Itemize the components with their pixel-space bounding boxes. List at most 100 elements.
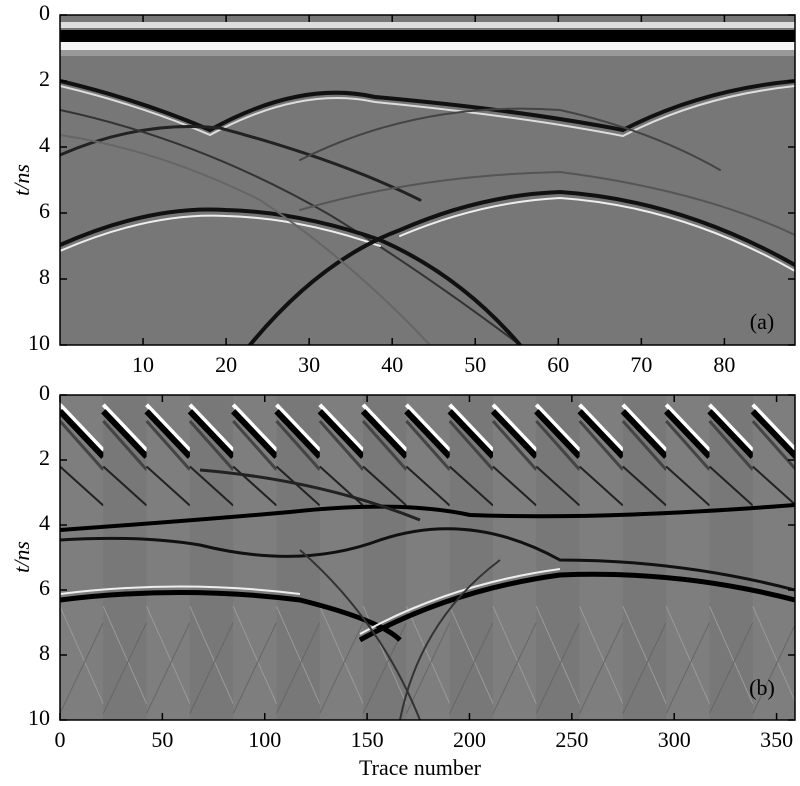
stripe — [231, 409, 279, 459]
stripe — [318, 420, 365, 471]
stripe — [752, 623, 795, 714]
stripe — [60, 465, 104, 507]
stripe — [405, 465, 451, 507]
stripe — [709, 622, 754, 714]
x-tick-label: 40 — [381, 352, 403, 377]
y-tick-label: 2 — [39, 445, 50, 470]
reflection — [199, 468, 421, 522]
trace-block — [60, 395, 106, 720]
stripe — [189, 465, 234, 507]
stripe — [621, 403, 668, 452]
panel-label: (a) — [750, 309, 774, 334]
trace-block — [187, 395, 236, 720]
x-tick-label: 80 — [713, 352, 735, 377]
trace-block — [577, 395, 626, 720]
stripe — [535, 420, 581, 471]
stripe — [274, 409, 322, 459]
stripe — [622, 465, 667, 507]
x-tick-label: 350 — [760, 727, 793, 752]
stripe — [102, 606, 148, 704]
stripe — [405, 420, 451, 471]
stripe — [708, 465, 754, 507]
stripe — [189, 606, 234, 704]
y-tick-label: 4 — [39, 510, 50, 535]
stripe — [145, 465, 191, 507]
stripe — [664, 409, 712, 459]
stripe — [60, 403, 105, 452]
y-tick-label: 6 — [39, 198, 50, 223]
stripe — [750, 409, 795, 459]
stripe — [752, 606, 795, 703]
x-tick-label: 300 — [658, 727, 691, 752]
y-tick-label: 10 — [28, 330, 50, 355]
y-tick-label: 10 — [28, 705, 50, 730]
y-tick-label: 6 — [39, 575, 50, 600]
stripe — [621, 420, 668, 471]
stripe — [491, 420, 538, 471]
stripe — [60, 420, 105, 471]
stripe — [492, 622, 537, 714]
x-tick-label: 200 — [453, 727, 486, 752]
stripe — [102, 420, 148, 471]
stripe — [579, 606, 624, 704]
stripe — [448, 420, 495, 471]
trace-block — [404, 395, 452, 720]
stripe — [578, 465, 624, 507]
y-tick-label: 0 — [39, 0, 50, 25]
trace-block — [144, 395, 193, 720]
background — [60, 15, 795, 345]
stripe — [319, 606, 364, 704]
stripe — [60, 622, 104, 714]
x-tick-label: 60 — [547, 352, 569, 377]
y-tick-label: 4 — [39, 132, 50, 157]
stripe — [318, 403, 365, 452]
stripe — [579, 622, 624, 714]
stripe — [708, 403, 755, 452]
stripe — [405, 622, 451, 714]
x-tick-label: 100 — [248, 727, 281, 752]
plot-frame — [59, 394, 796, 721]
trace-block — [231, 395, 279, 720]
stripe — [188, 403, 235, 452]
trace-block — [447, 395, 496, 720]
trace-block — [620, 395, 669, 720]
band — [60, 42, 795, 50]
trace-block — [360, 395, 409, 720]
stripe — [319, 622, 364, 714]
stripe — [276, 606, 321, 704]
stripe — [60, 606, 104, 704]
band — [60, 50, 795, 56]
x-tick-label: 150 — [351, 727, 384, 752]
reflection — [358, 571, 795, 643]
stripe — [578, 420, 625, 471]
stripe — [232, 606, 277, 704]
stripe — [60, 409, 106, 459]
stripe — [665, 465, 711, 507]
reflection — [60, 527, 795, 592]
reflection — [399, 559, 501, 720]
panel-label: (b) — [749, 675, 775, 700]
trace-block — [707, 395, 755, 720]
stripe — [232, 622, 277, 714]
y-tick-label: 0 — [39, 380, 50, 405]
x-tick-label: 50 — [464, 352, 486, 377]
reflection — [299, 549, 421, 720]
stripe — [275, 420, 321, 471]
stripe — [275, 403, 322, 452]
reflection — [60, 585, 301, 595]
stripe — [405, 606, 451, 704]
stripe — [708, 420, 754, 471]
x-tick-label: 250 — [555, 727, 588, 752]
stripe — [535, 606, 581, 704]
stripe — [707, 409, 755, 459]
radargram-a — [60, 15, 795, 345]
y-tick-label: 8 — [39, 640, 50, 665]
stripe — [404, 409, 452, 459]
stripe — [144, 409, 193, 459]
stripe — [362, 465, 408, 507]
stripe — [665, 606, 710, 704]
y-axis-label: t/ns — [9, 164, 34, 196]
stripe — [751, 403, 795, 452]
stripe — [231, 403, 278, 452]
band — [60, 22, 795, 28]
